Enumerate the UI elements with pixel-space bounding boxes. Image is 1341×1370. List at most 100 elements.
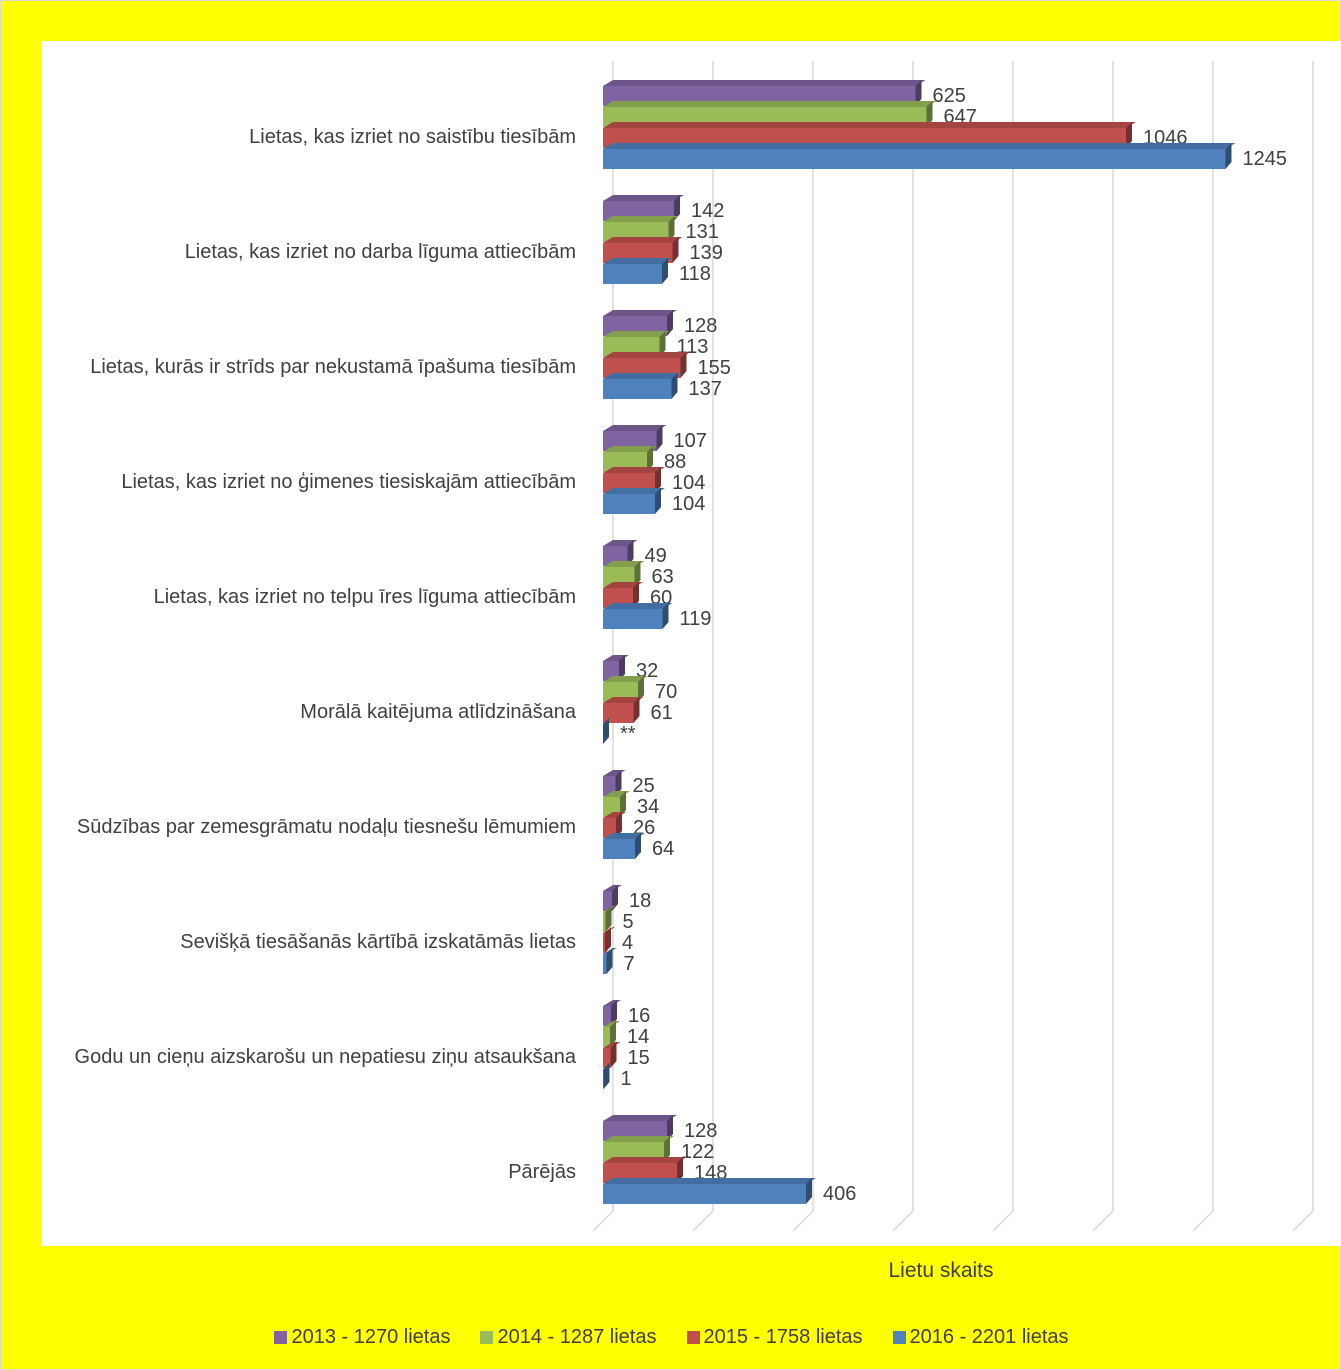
data-label: 70 [655,681,677,703]
bar-front-face [603,703,634,723]
data-label: 155 [698,357,731,379]
legend-label: 2014 - 1287 lietas [497,1326,657,1348]
bar [603,885,622,911]
bar-side-face [627,540,634,566]
bar-top-face [603,697,644,703]
data-label: 118 [679,263,711,285]
bar-side-face [610,1042,617,1068]
bar-top-face [603,216,679,222]
legend-swatch [892,1331,906,1344]
bar-side-face [620,791,626,817]
data-label: 34 [637,796,659,818]
data-label: 137 [689,378,722,400]
data-label: 5 [623,911,634,933]
bar-side-face [605,906,612,932]
data-label: 14 [627,1026,649,1048]
data-label: 131 [686,221,719,243]
category-label: Sevišķā tiesāšanās kārtībā izskatāmās li… [180,931,576,953]
bar-front-face [603,494,655,514]
bar-front-face [603,609,663,629]
bar-top-face [603,676,648,682]
bar-top-face [603,258,672,264]
bar-front-face [603,1048,611,1068]
bar-top-face [603,833,645,839]
bar-side-face [647,446,653,472]
plot-area: Lietas, kas izriet no saistību tiesībām 6… [41,41,1341,1246]
bar [603,603,673,629]
legend: 2013 - 1270 lietas 2014 - 1287 lietas 2015… [1,1326,1341,1349]
bar-front-face [603,264,662,284]
data-label: 61 [651,702,673,724]
bar [603,1000,621,1026]
bar-front-face [603,933,605,953]
legend-item: 2013 - 1270 lietas [274,1326,450,1349]
bar-top-face [603,582,643,588]
bar-side-face [662,258,668,284]
bar-side-face [667,310,673,336]
category-label: Sūdzības par zemesgrāmatu nodaļu tiesneš… [77,816,576,838]
data-label: 104 [672,493,705,515]
legend-label: 2013 - 1270 lietas [291,1326,451,1348]
data-label: 64 [652,838,674,860]
bar-top-face [603,101,937,107]
data-label: 625 [933,85,966,107]
bar-top-face [603,791,630,797]
legend-swatch [686,1331,700,1344]
bar-top-face [603,1136,674,1142]
bar-side-face [616,812,622,838]
bar-side-face [606,948,613,974]
data-label: 49 [645,545,667,567]
bar-side-face [655,488,661,514]
category-label: Godu un cieņu aizskarošu un nepatiesu zi… [75,1046,577,1068]
data-label: 18 [629,890,651,912]
bar-top-face [603,446,657,452]
category-label: Lietas, kas izriet no telpu īres līguma … [154,586,576,608]
bar [603,718,613,744]
legend-item: 2015 - 1758 lietas [686,1326,863,1349]
category-label: Lietas, kurās ir strīds par nekustamā īp… [90,356,576,378]
bar-side-face [634,561,641,587]
data-label: 139 [690,242,723,264]
data-label: 1245 [1243,148,1288,170]
bar [603,927,615,953]
bar-top-face [603,603,673,609]
bar-top-face [603,540,638,546]
bar [603,1021,620,1047]
category-label: Lietas, kas izriet no darba līguma attie… [185,241,576,263]
bar-side-face [664,1136,670,1162]
bar-top-face [603,143,1236,149]
gridline [892,61,914,1232]
bar [603,258,672,284]
legend-label: 2016 - 2201 lietas [909,1326,1069,1348]
bar-front-face [603,818,616,838]
data-label: 15 [628,1047,650,1069]
bar-side-face [680,352,687,378]
bar [603,697,644,723]
bar-top-face [603,1178,816,1184]
category-label: Pārējās [508,1161,576,1183]
gridline [992,61,1014,1232]
bar-side-face [633,582,639,608]
bar-side-face [656,425,663,451]
bar-side-face [671,373,678,399]
bar-top-face [603,425,667,431]
bar-side-face [667,1115,673,1141]
data-label: 16 [628,1005,650,1027]
data-label: ** [620,723,636,745]
bar [603,1178,816,1204]
bar-side-face [668,216,675,242]
bar-side-face [619,655,625,681]
bar-top-face [603,812,626,818]
bar-side-face [610,1021,616,1047]
bar-side-face [655,467,661,493]
bar-side-face [926,101,933,127]
data-label: 128 [684,315,717,337]
x-axis-title: Lietu skaits [888,1259,994,1282]
bar-top-face [603,237,683,243]
bar-side-face [611,1000,617,1026]
data-label: 25 [633,775,655,797]
gridline [692,61,714,1232]
bar-top-face [603,770,626,776]
bar-side-face [605,927,611,953]
